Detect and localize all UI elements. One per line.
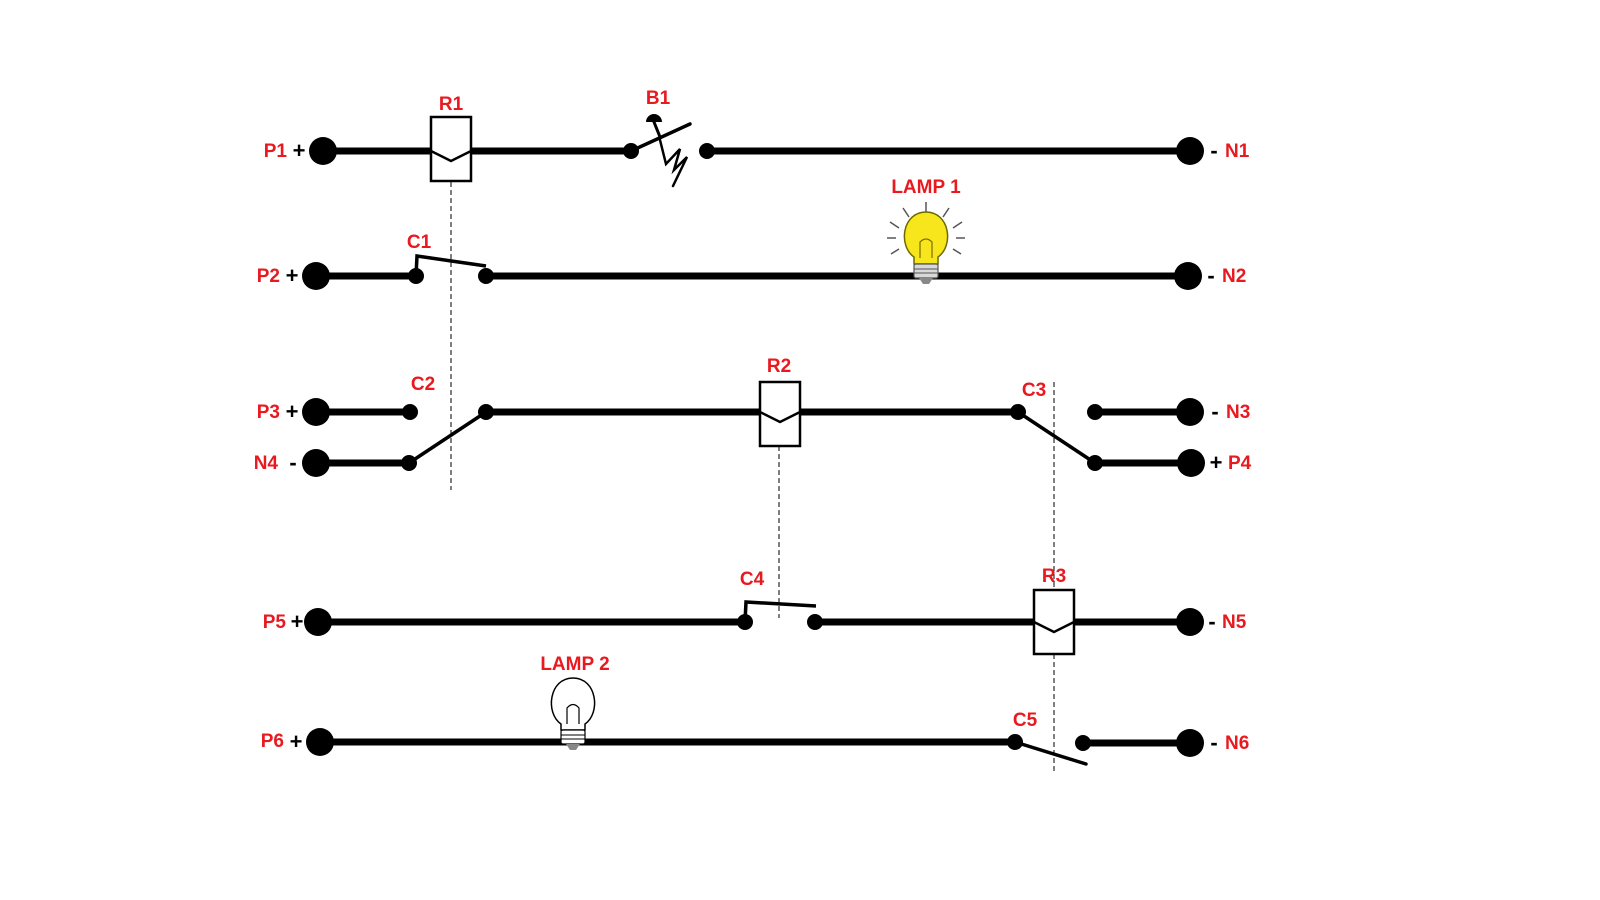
terminal-n5-label: N5 [1222,612,1247,633]
terminal-n3-label: N3 [1226,402,1250,423]
terminal-n1-label: N1 [1225,141,1250,162]
minus-sign: - [289,450,296,475]
terminal-n4-label: N4 [254,453,279,474]
circuit-row-5: C4 R3 P5 + - N5 [263,566,1247,656]
relay-r3[interactable] [1032,588,1076,656]
relay-r2[interactable] [758,380,802,448]
plus-sign: + [286,399,299,424]
circuit-row-2: C1 LAMP 1 P2 + - N2 [257,177,1246,290]
terminal-n3[interactable] [1176,398,1204,426]
lamp-2-label: LAMP 2 [540,654,609,675]
terminal-n1[interactable] [1176,137,1204,165]
contact-c3-label: C3 [1022,380,1046,401]
contact-c3[interactable] [1010,404,1103,471]
minus-sign: - [1208,609,1215,634]
switch-b1[interactable] [623,114,715,188]
terminal-n5[interactable] [1176,608,1204,636]
minus-sign: - [1211,399,1218,424]
terminal-p1-label: P1 [264,141,288,162]
contact-c4[interactable] [737,600,823,630]
minus-sign: - [1210,730,1217,755]
contact-c1[interactable] [408,253,494,284]
minus-sign: - [1210,138,1217,163]
terminal-p5[interactable] [304,608,332,636]
terminal-p6[interactable] [306,728,334,756]
terminal-n2[interactable] [1174,262,1202,290]
circuit-row-6: LAMP 2 C5 P6 + - N6 [261,654,1249,766]
relay-r2-label: R2 [767,356,791,377]
circuit-row-3-4: C2 R2 C3 P3 + N4 - - N3 + P4 [254,356,1252,477]
terminal-p5-label: P5 [263,612,287,633]
relay-r1[interactable] [429,115,473,183]
terminal-n6[interactable] [1176,729,1204,757]
terminal-p2-label: P2 [257,266,280,287]
terminal-p4[interactable] [1177,449,1205,477]
plus-sign: + [1210,450,1223,475]
terminal-n2-label: N2 [1222,266,1246,287]
lamp-2-bulb-icon [550,677,596,750]
lamp-1-bulb-icon [887,202,965,284]
contact-c1-label: C1 [407,232,432,253]
terminal-p1[interactable] [309,137,337,165]
contact-c5[interactable] [1007,734,1091,766]
terminal-p4-label: P4 [1228,453,1252,474]
terminal-p3[interactable] [302,398,330,426]
minus-sign: - [1207,263,1214,288]
lamp-1-label: LAMP 1 [891,177,961,198]
plus-sign: + [293,138,306,163]
plus-sign: + [286,263,299,288]
circuit-row-1: R1 B1 P1 + - N1 [264,88,1250,188]
relay-r1-label: R1 [439,94,464,115]
relay-r3-label: R3 [1042,566,1066,587]
contact-c5-label: C5 [1013,710,1038,731]
plus-sign: + [291,609,304,634]
terminal-n6-label: N6 [1225,733,1249,754]
contact-c4-label: C4 [740,569,765,590]
contact-c2-label: C2 [411,374,435,395]
switch-b1-label: B1 [646,88,671,109]
terminal-p6-label: P6 [261,731,284,752]
plus-sign: + [290,729,303,754]
terminal-p2[interactable] [302,262,330,290]
contact-c2[interactable] [401,404,494,471]
terminal-n4[interactable] [302,449,330,477]
terminal-p3-label: P3 [257,402,280,423]
